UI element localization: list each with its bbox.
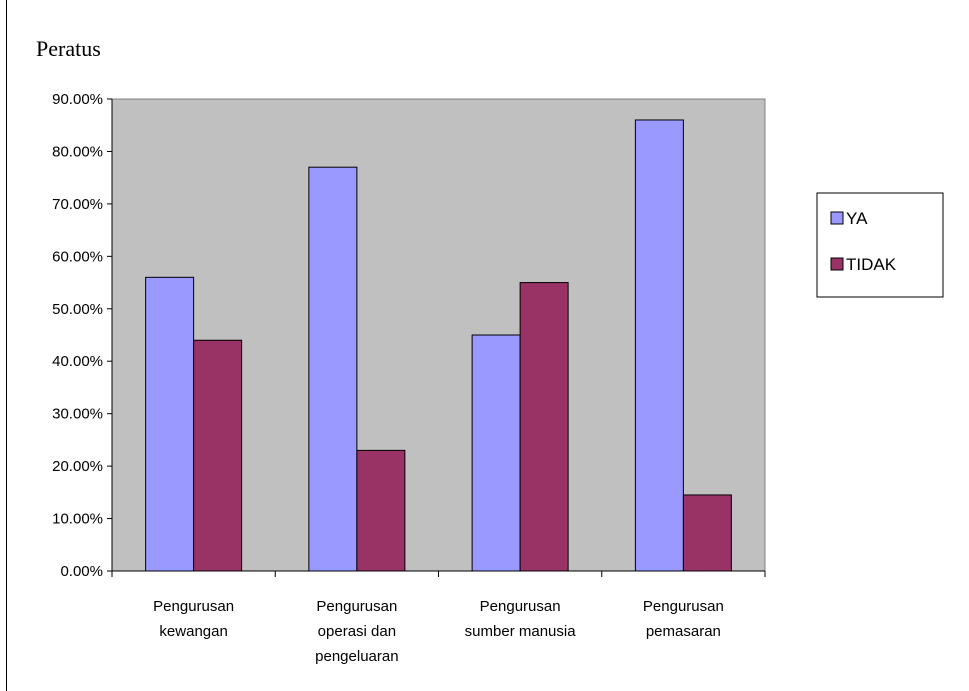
category-label: Pengurusan operasi dan pengeluaran bbox=[315, 598, 398, 665]
bar-ya-4 bbox=[634, 119, 684, 572]
y-tick-label: 10.00% bbox=[52, 511, 103, 528]
y-tick-label: 80.00% bbox=[52, 143, 103, 160]
category-label-line: Pengurusan bbox=[316, 598, 397, 615]
legend-label-ya: YA bbox=[846, 209, 868, 228]
left-margin-rule bbox=[6, 0, 7, 691]
y-tick-label: 90.00% bbox=[52, 91, 103, 108]
category-label-line: Pengurusan bbox=[643, 598, 724, 615]
category-label: Pengurusan pemasaran bbox=[643, 598, 724, 640]
category-label-line: Pengurusan bbox=[480, 598, 561, 615]
category-label-line: operasi dan bbox=[318, 623, 396, 640]
bar-ya-1 bbox=[145, 276, 195, 572]
y-tick-label: 30.00% bbox=[52, 406, 103, 423]
bar-tidak-4 bbox=[682, 494, 732, 572]
y-tick-label: 70.00% bbox=[52, 196, 103, 213]
legend-box bbox=[816, 192, 944, 298]
y-tick-label: 50.00% bbox=[52, 301, 103, 318]
category-label-line: Pengurusan bbox=[153, 598, 234, 615]
category-label: Pengurusan kewangan bbox=[153, 598, 234, 640]
y-tick-label: 60.00% bbox=[52, 248, 103, 265]
bar-ya-3 bbox=[471, 334, 521, 572]
category-label-line: pengeluaran bbox=[315, 648, 398, 665]
legend-swatch-tidak bbox=[830, 257, 844, 271]
category-label-line: kewangan bbox=[159, 623, 227, 640]
legend-label-tidak: TIDAK bbox=[846, 255, 897, 274]
category-label-line: sumber manusia bbox=[465, 623, 577, 640]
legend-swatch-ya bbox=[830, 211, 844, 225]
bar-ya-2 bbox=[308, 166, 358, 572]
y-tick-label: 0.00% bbox=[60, 563, 103, 580]
bar-tidak-2 bbox=[356, 449, 406, 572]
category-label: Pengurusan sumber manusia bbox=[465, 598, 577, 640]
y-tick-label: 40.00% bbox=[52, 353, 103, 370]
y-tick-label: 20.00% bbox=[52, 458, 103, 475]
bar-tidak-1 bbox=[193, 339, 243, 572]
bar-tidak-3 bbox=[519, 282, 569, 572]
category-label-line: pemasaran bbox=[646, 623, 721, 640]
y-axis-label: Peratus bbox=[36, 36, 101, 61]
